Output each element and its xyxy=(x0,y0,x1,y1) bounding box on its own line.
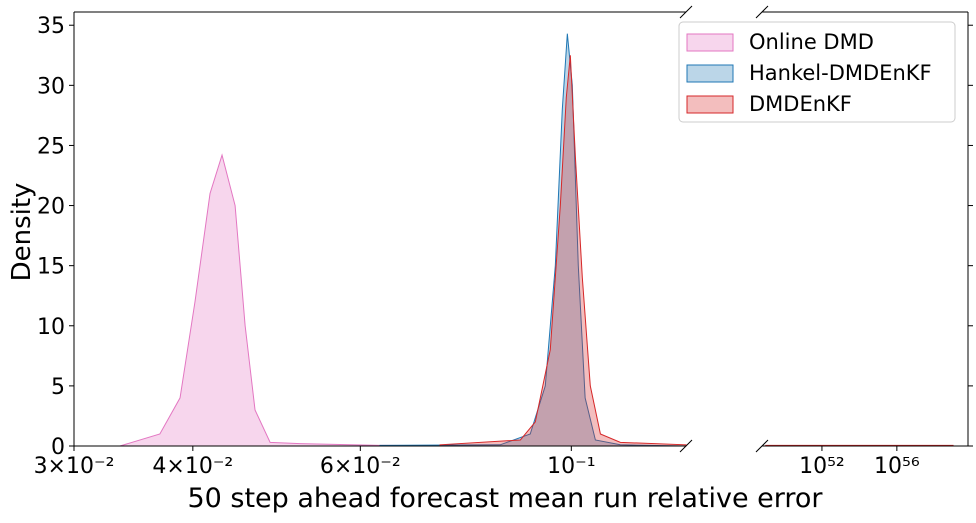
legend: Online DMD Hankel-DMDEnKF DMDEnKF xyxy=(678,21,956,123)
legend-label: Online DMD xyxy=(749,30,874,54)
legend-swatch xyxy=(686,64,734,83)
axis-break xyxy=(755,5,769,19)
axis-break xyxy=(755,439,769,453)
y-tick-label: 10 xyxy=(37,315,65,340)
y-tick-label: 0 xyxy=(51,435,65,460)
x-axis-label: 50 step ahead forecast mean run relative… xyxy=(187,483,823,514)
legend-label: Hankel-DMDEnKF xyxy=(749,61,932,85)
axis-break xyxy=(679,439,693,453)
y-tick-label: 20 xyxy=(37,195,65,220)
x-tick-label: 10⁵² xyxy=(799,454,845,479)
legend-swatch xyxy=(686,33,734,52)
x-tick-label: 3×10⁻² xyxy=(34,454,115,479)
y-axis-label: Density xyxy=(7,183,37,282)
density-area xyxy=(379,33,687,447)
y-tick-label: 15 xyxy=(37,255,65,280)
legend-label: DMDEnKF xyxy=(749,92,852,116)
y-tick-label: 35 xyxy=(37,14,65,39)
legend-box xyxy=(678,21,956,123)
x-tick-label: 10⁻¹ xyxy=(547,454,595,479)
x-tick-label: 4×10⁻² xyxy=(152,454,233,479)
axis-break xyxy=(679,5,693,19)
y-tick-label: 30 xyxy=(37,74,65,99)
density-area xyxy=(119,153,686,447)
legend-swatch xyxy=(686,95,734,114)
x-tick-label: 6×10⁻² xyxy=(320,454,401,479)
x-tick-label: 10⁵⁶ xyxy=(874,454,920,479)
y-tick-label: 5 xyxy=(51,375,65,400)
density-area xyxy=(439,55,687,447)
y-tick-label: 25 xyxy=(37,134,65,159)
